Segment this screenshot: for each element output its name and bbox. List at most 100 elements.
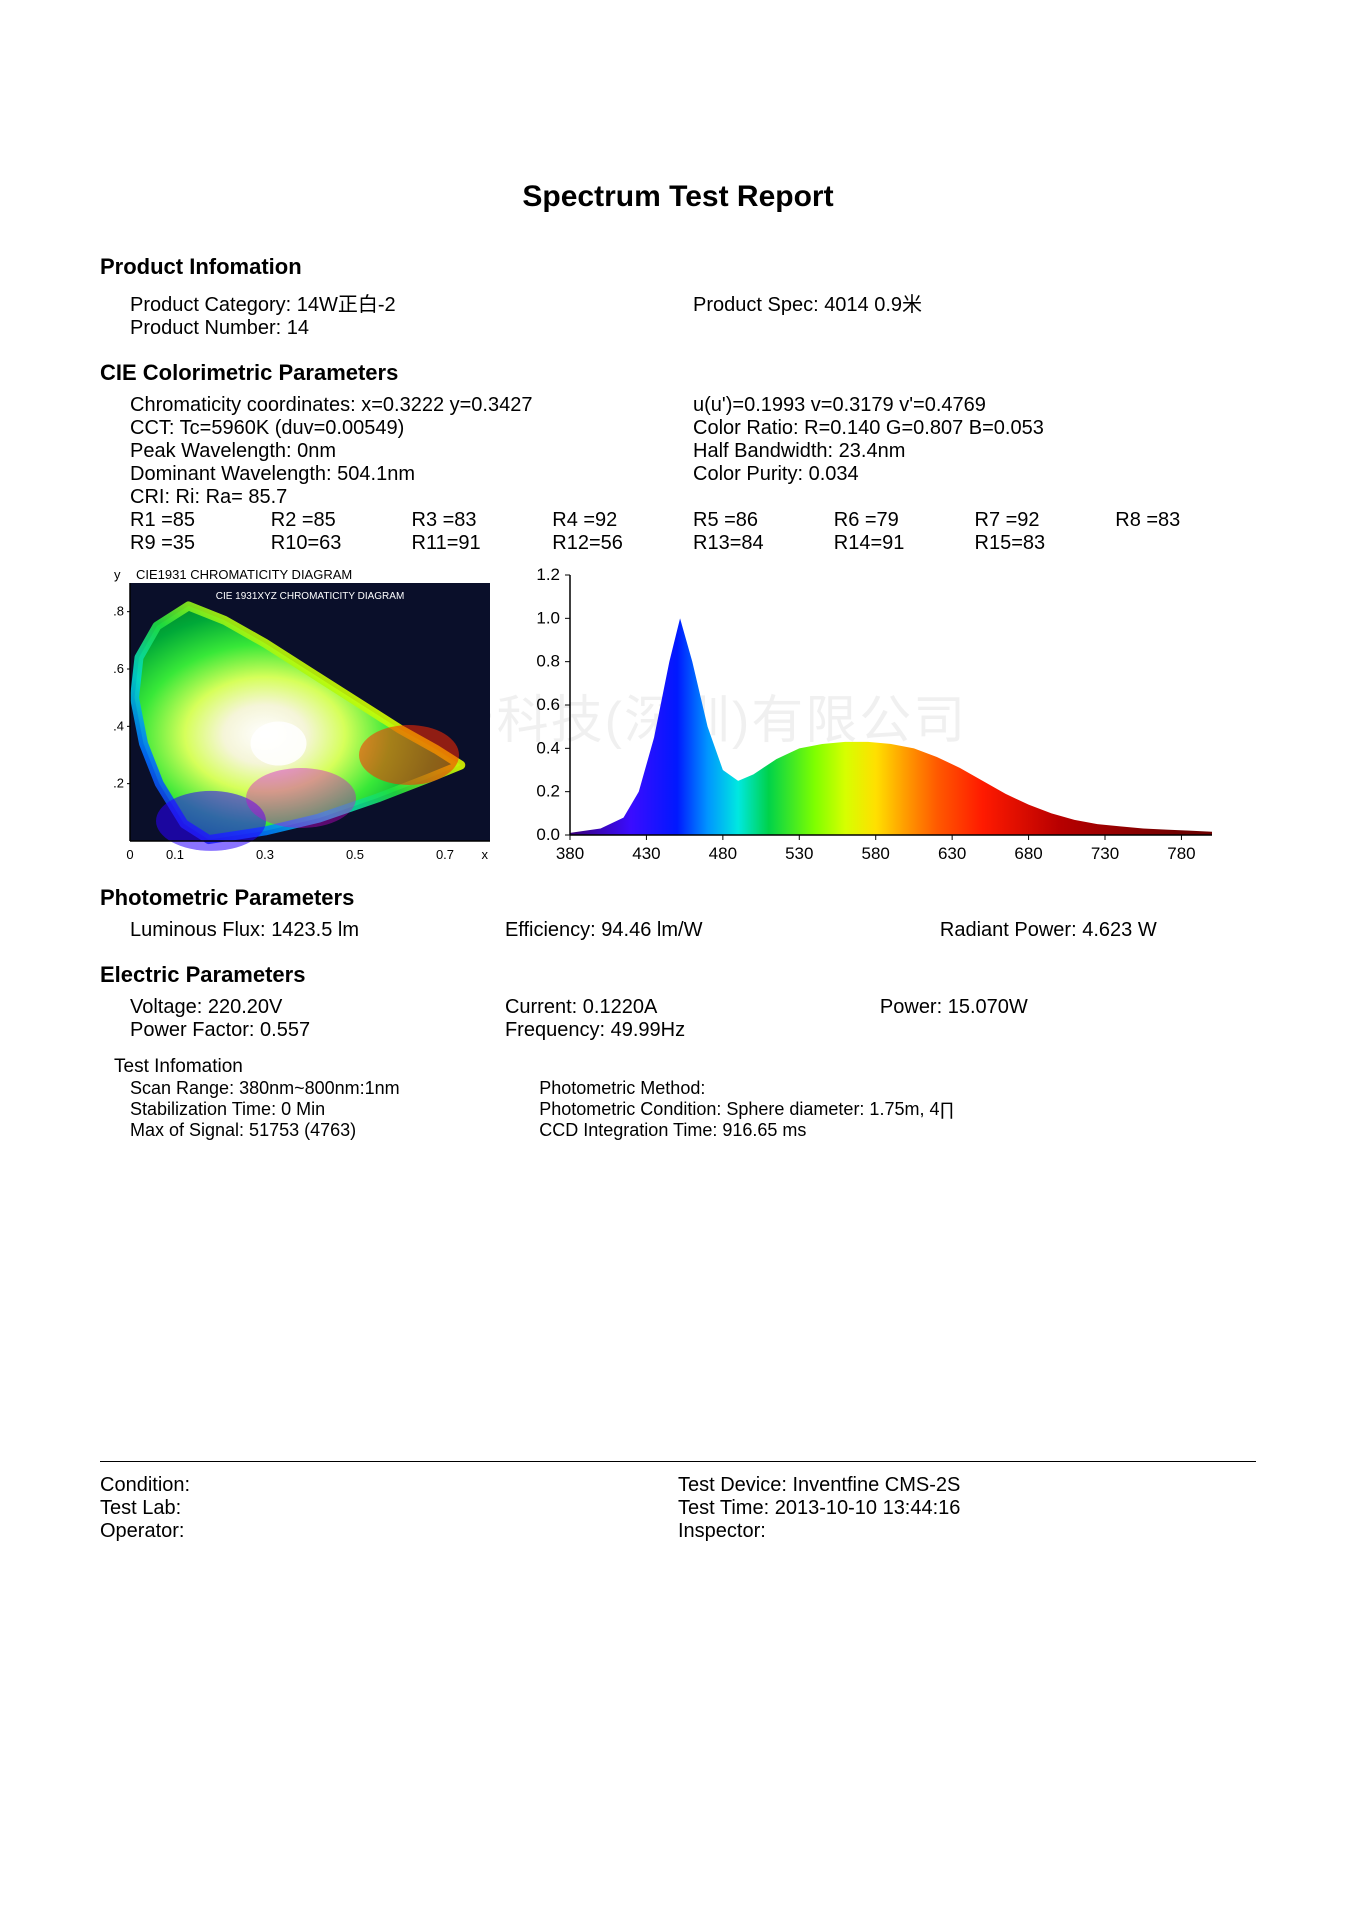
cri-label: CRI: Ri: — [130, 486, 200, 508]
current-value: 0.1220A — [583, 996, 658, 1018]
svg-text:430: 430 — [632, 844, 660, 863]
svg-text:0.8: 0.8 — [536, 652, 560, 671]
ccd-time: CCD Integration Time: 916.65 ms — [539, 1120, 1256, 1141]
rad-value: 4.623 W — [1082, 919, 1156, 941]
cri-r3: R3 =83 — [412, 509, 553, 532]
color-ratio-value: R=0.140 G=0.807 B=0.053 — [804, 417, 1044, 439]
electric-body: Voltage: 220.20V Current: 0.1220A Power:… — [100, 996, 1256, 1042]
svg-text:0.7: 0.7 — [436, 847, 454, 862]
svg-text:y: y — [114, 567, 121, 582]
cct-label: CCT: — [130, 417, 174, 439]
product-info-body: Product Category: 14W正白-2 Product Spec: … — [100, 288, 1256, 340]
stab-time: Stabilization Time: 0 Min — [130, 1099, 539, 1120]
product-category-value: 14W正白-2 — [297, 294, 396, 316]
cri-r12: R12=56 — [552, 532, 693, 555]
current-label: Current: — [505, 996, 577, 1018]
test-info-block: Test Infomation Scan Range: 380nm~800nm:… — [100, 1056, 1256, 1141]
cri-grid: R1 =85 R2 =85 R3 =83 R4 =92 R5 =86 R6 =7… — [130, 509, 1256, 555]
cri-r14: R14=91 — [834, 532, 975, 555]
operator-label: Operator: — [100, 1520, 678, 1543]
cri-r10: R10=63 — [271, 532, 412, 555]
purity-value: 0.034 — [809, 463, 859, 485]
cri-r4: R4 =92 — [552, 509, 693, 532]
flux-value: 1423.5 lm — [271, 919, 359, 941]
voltage-label: Voltage: — [130, 996, 202, 1018]
device-label: Test Device: — [678, 1474, 787, 1496]
testlab-label: Test Lab: — [100, 1497, 678, 1520]
svg-text:.8: .8 — [113, 604, 124, 619]
cie-diagram-panel: CIE1931 CHROMATICITY DIAGRAMyCIE 1931XYZ… — [100, 565, 500, 865]
photometric-header: Photometric Parameters — [100, 885, 1256, 911]
cie-diagram-svg: CIE1931 CHROMATICITY DIAGRAMyCIE 1931XYZ… — [100, 565, 500, 865]
svg-text:480: 480 — [709, 844, 737, 863]
svg-text:0.3: 0.3 — [256, 847, 274, 862]
photo-method: Photometric Method: — [539, 1078, 1256, 1099]
svg-text:1.0: 1.0 — [536, 608, 560, 627]
svg-text:.6: .6 — [113, 661, 124, 676]
product-number-label: Product Number: — [130, 317, 281, 339]
uv-value: u(u')=0.1993 v=0.3179 v'=0.4769 — [693, 394, 986, 416]
svg-text:0.6: 0.6 — [536, 695, 560, 714]
eff-value: 94.46 lm/W — [601, 919, 702, 941]
svg-text:630: 630 — [938, 844, 966, 863]
max-signal: Max of Signal: 51753 (4763) — [130, 1120, 539, 1141]
inspector-label: Inspector: — [678, 1520, 1256, 1543]
product-spec-label: Product Spec: — [693, 294, 819, 316]
photo-cond: Photometric Condition: Sphere diameter: … — [539, 1099, 1256, 1120]
device-value: Inventfine CMS-2S — [793, 1474, 961, 1496]
scan-range: Scan Range: 380nm~800nm:1nm — [130, 1078, 539, 1099]
product-info-header: Product Infomation — [100, 254, 1256, 280]
dom-wl-label: Dominant Wavelength: — [130, 463, 332, 485]
electric-header: Electric Parameters — [100, 962, 1256, 988]
test-info-header: Test Infomation — [114, 1056, 539, 1078]
cie-header: CIE Colorimetric Parameters — [100, 360, 1256, 386]
svg-text:0.1: 0.1 — [166, 847, 184, 862]
svg-text:580: 580 — [862, 844, 890, 863]
cri-r9: R9 =35 — [130, 532, 271, 555]
spectrum-chart-svg: 1.2 1.0 0.8 0.6 0.4 0.2 0.0380 430 480 530 580 630 6… — [524, 565, 1224, 865]
svg-text:530: 530 — [785, 844, 813, 863]
cri-r6: R6 =79 — [834, 509, 975, 532]
report-page: Spectrum Test Report Product Infomation … — [0, 0, 1356, 1603]
half-bw-value: 23.4nm — [839, 440, 906, 462]
flux-label: Luminous Flux: — [130, 919, 266, 941]
svg-text:0.4: 0.4 — [536, 738, 560, 757]
peak-wl-label: Peak Wavelength: — [130, 440, 292, 462]
svg-text:.4: .4 — [113, 718, 124, 733]
svg-text:680: 680 — [1014, 844, 1042, 863]
svg-text:CIE1931 CHROMATICITY DIAGRAM: CIE1931 CHROMATICITY DIAGRAM — [136, 567, 352, 582]
cri-r13: R13=84 — [693, 532, 834, 555]
footer-divider — [100, 1461, 1256, 1462]
power-value: 15.070W — [948, 996, 1028, 1018]
freq-label: Frequency: — [505, 1019, 605, 1041]
purity-label: Color Purity: — [693, 463, 803, 485]
spectrum-panel: 1.2 1.0 0.8 0.6 0.4 0.2 0.0380 430 480 530 580 630 6… — [524, 565, 1256, 865]
report-title: Spectrum Test Report — [100, 180, 1256, 214]
color-ratio-label: Color Ratio: — [693, 417, 799, 439]
time-label: Test Time: — [678, 1497, 769, 1519]
chroma-value: x=0.3222 y=0.3427 — [361, 394, 532, 416]
svg-text:0: 0 — [126, 847, 133, 862]
svg-text:x: x — [482, 847, 489, 862]
condition-label: Condition: — [100, 1474, 678, 1497]
dom-wl-value: 504.1nm — [337, 463, 415, 485]
freq-value: 49.99Hz — [611, 1019, 686, 1041]
cie-body: Chromaticity coordinates: x=0.3222 y=0.3… — [100, 394, 1256, 555]
cri-r8: R8 =83 — [1115, 509, 1256, 532]
svg-text:0.2: 0.2 — [536, 782, 560, 801]
power-label: Power: — [880, 996, 942, 1018]
time-value: 2013-10-10 13:44:16 — [775, 1497, 961, 1519]
cri-r15: R15=83 — [975, 532, 1116, 555]
svg-text:.2: .2 — [113, 776, 124, 791]
svg-text:380: 380 — [556, 844, 584, 863]
cri-r2: R2 =85 — [271, 509, 412, 532]
cri-r5: R5 =86 — [693, 509, 834, 532]
voltage-value: 220.20V — [208, 996, 283, 1018]
pf-label: Power Factor: — [130, 1019, 254, 1041]
svg-text:730: 730 — [1091, 844, 1119, 863]
svg-text:0.0: 0.0 — [536, 825, 560, 844]
photometric-body: Luminous Flux: 1423.5 lm Efficiency: 94.… — [100, 919, 1256, 942]
product-spec-value: 4014 0.9米 — [824, 294, 922, 316]
svg-text:780: 780 — [1167, 844, 1195, 863]
svg-text:1.2: 1.2 — [536, 565, 560, 584]
